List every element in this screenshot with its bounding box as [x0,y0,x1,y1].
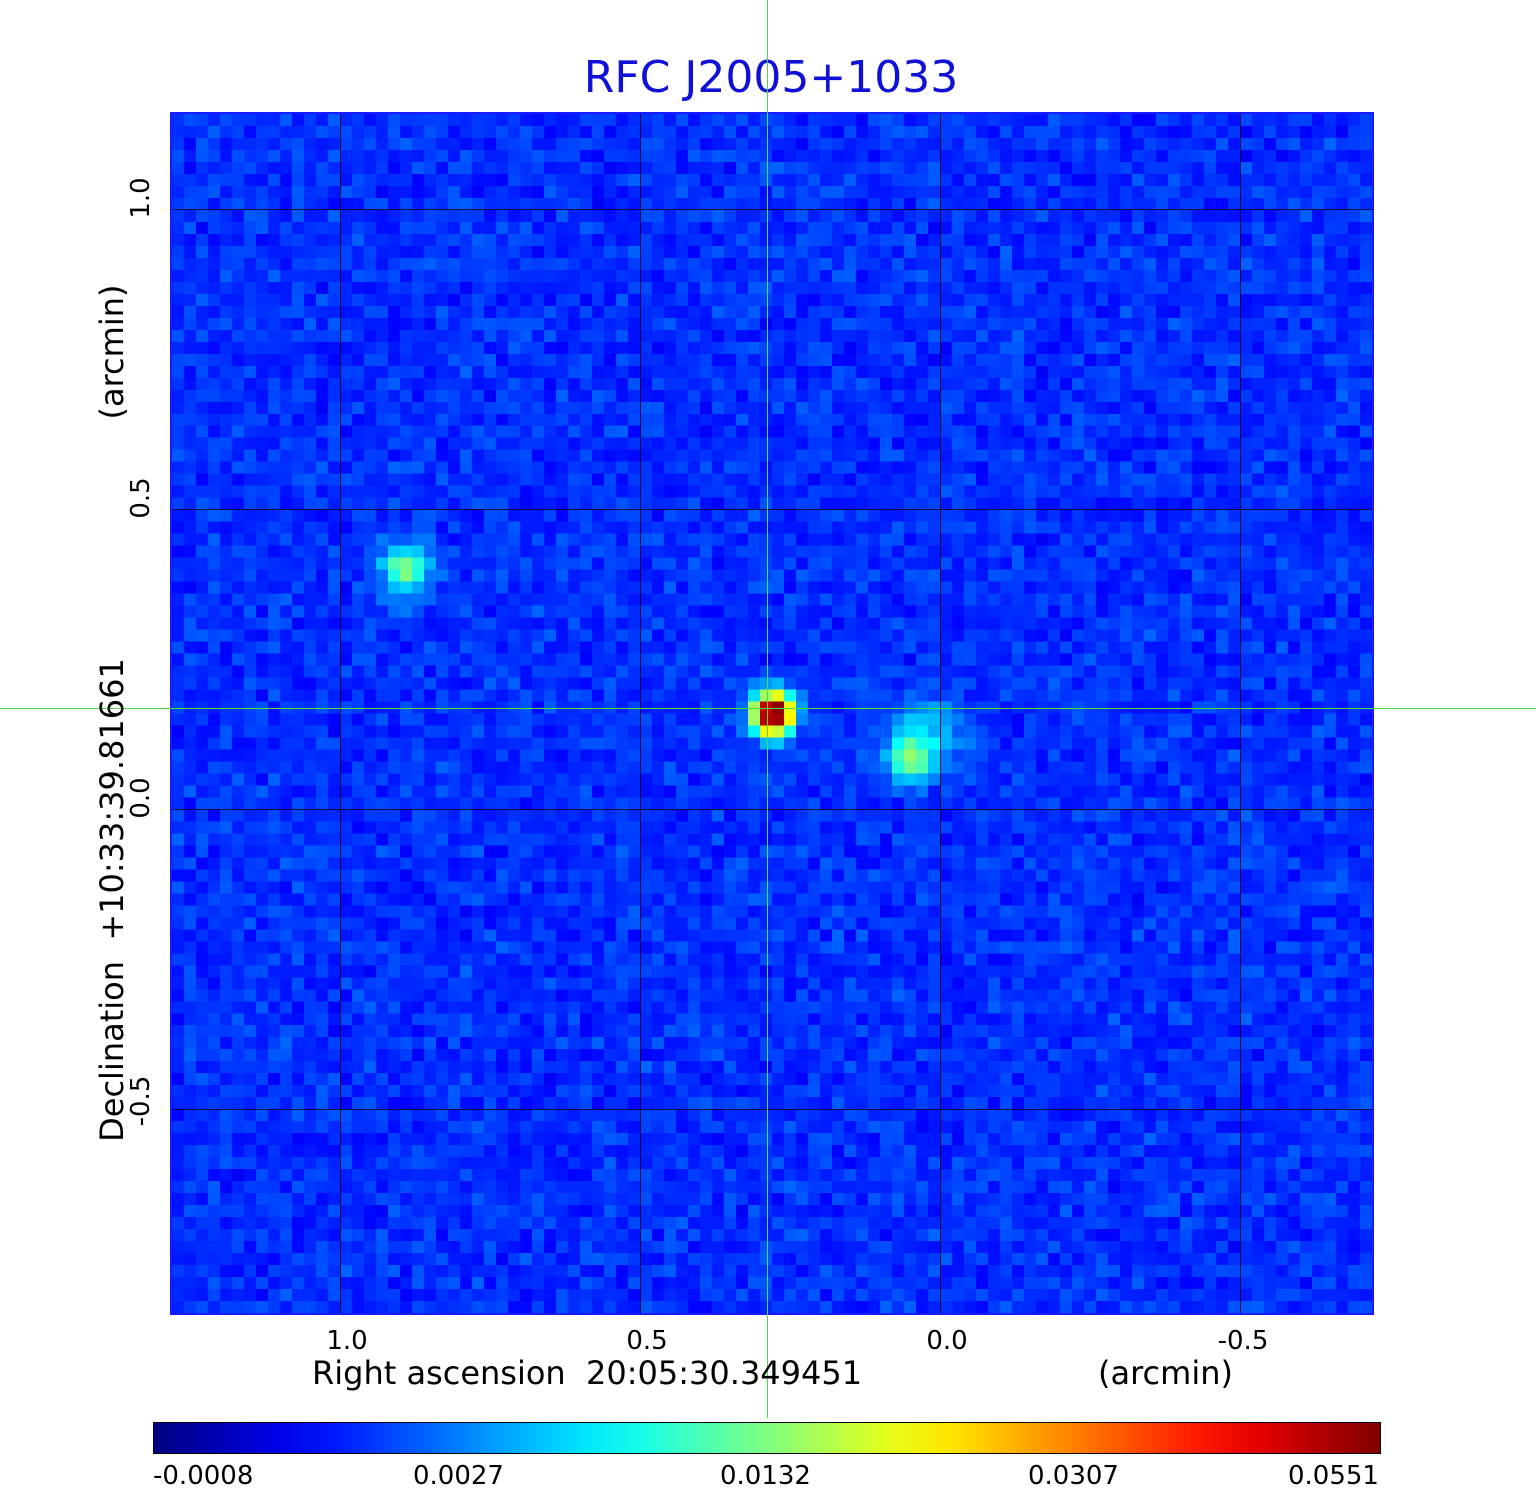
x-tick-label: -0.5 [1217,1326,1269,1356]
grid-line-y [172,809,1372,810]
y-tick-label: 1.0 [126,177,156,219]
grid-line-x [340,114,341,1313]
grid-line-x [1240,114,1241,1313]
colorbar-tick-label: 0.0307 [1028,1461,1119,1491]
x-axis-label: Right ascension 20:05:30.349451 [312,1354,863,1392]
intensity-map-canvas [172,114,1372,1313]
grid-line-x [940,114,941,1313]
x-tick-label: 0.0 [926,1326,968,1356]
crosshair-vertical [767,0,768,1418]
grid-line-x [640,114,641,1313]
grid-line-y [172,209,1372,210]
colorbar-tick-label: 0.0027 [413,1461,504,1491]
colorbar-tick-label: 0.0551 [1288,1461,1379,1491]
radio-map-image[interactable] [170,112,1374,1315]
colorbar-tick-label: 0.0132 [720,1461,811,1491]
x-tick-label: 1.0 [326,1326,368,1356]
grid-line-y [172,509,1372,510]
y-axis-unit: (arcmin) [93,284,131,420]
grid-line-y [172,1109,1372,1110]
x-tick-label: 0.5 [626,1326,668,1356]
y-axis-label: Declination +10:33:39.81661 [93,658,131,1142]
colorbar-tick-label: -0.0008 [153,1461,254,1491]
colorbar [153,1422,1381,1454]
image-title: RFC J2005+1033 [583,52,959,103]
x-axis-unit: (arcmin) [1098,1354,1233,1392]
y-tick-label: 0.5 [126,477,156,519]
crosshair-horizontal [0,708,1536,709]
